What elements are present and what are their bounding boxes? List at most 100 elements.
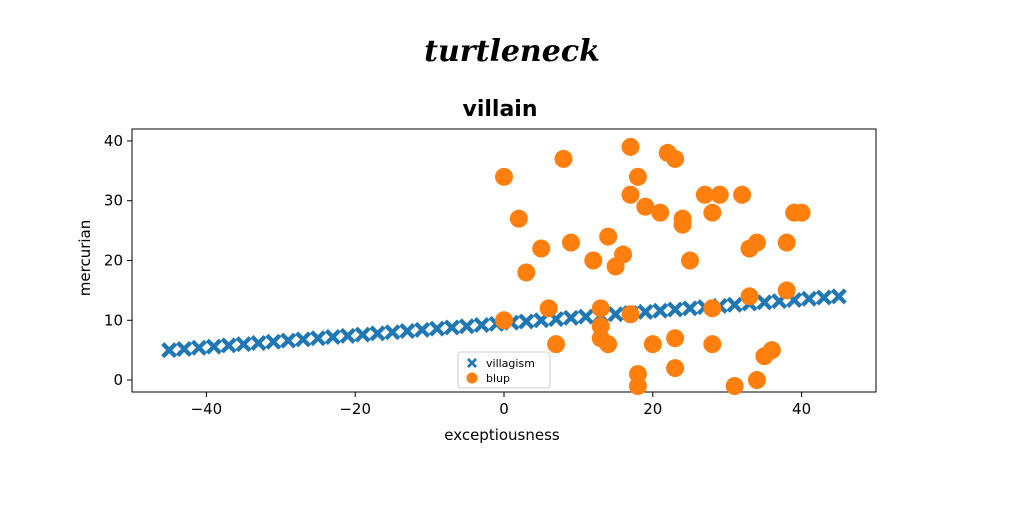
- legend-marker-villagism: [467, 358, 477, 368]
- data-point-blup: [651, 203, 670, 222]
- data-point-villagism: [161, 342, 178, 359]
- data-point-blup: [666, 149, 685, 168]
- data-point-villagism: [369, 325, 386, 342]
- tick-labels: −40 −20 0 20 40 0 10 20 30 40: [104, 132, 811, 418]
- data-point-blup: [591, 299, 610, 318]
- data-point-blup: [747, 371, 766, 390]
- data-point-blup: [532, 239, 551, 258]
- legend-label-blup: blup: [486, 372, 510, 385]
- data-point-villagism: [726, 296, 743, 313]
- data-point-villagism: [399, 323, 416, 340]
- data-point-villagism: [682, 300, 698, 317]
- data-point-villagism: [607, 306, 624, 323]
- data-point-villagism: [339, 327, 356, 344]
- data-point-blup: [673, 215, 692, 234]
- data-point-blup: [777, 281, 796, 300]
- data-point-villagism: [310, 330, 326, 347]
- x-tick-label: 0: [499, 400, 509, 418]
- data-point-blup: [509, 209, 528, 228]
- data-point-villagism: [562, 309, 579, 326]
- data-point-blup: [584, 251, 603, 270]
- data-point-blup: [777, 233, 796, 252]
- data-point-villagism: [324, 329, 341, 346]
- data-point-villagism: [667, 301, 684, 318]
- data-point-blup: [747, 233, 766, 252]
- y-tick-label: 10: [104, 311, 123, 329]
- chart-title: villain: [462, 97, 537, 122]
- data-point-blup: [740, 287, 759, 306]
- data-point-villagism: [295, 331, 312, 348]
- data-point-blup: [621, 137, 640, 156]
- x-tick-label: 40: [792, 400, 811, 418]
- data-point-blup: [792, 203, 811, 222]
- y-axis-label: mercurian: [76, 220, 94, 296]
- data-point-blup: [621, 185, 640, 204]
- data-point-blup: [628, 167, 647, 186]
- data-point-blup: [539, 299, 558, 318]
- data-point-blup: [725, 377, 744, 396]
- data-point-blup: [710, 185, 729, 204]
- data-point-villagism: [414, 321, 431, 338]
- y-tick-label: 0: [113, 371, 123, 389]
- data-point-blup: [703, 203, 722, 222]
- data-point-blup: [643, 335, 662, 354]
- data-point-villagism: [220, 337, 237, 354]
- series-blup: [495, 137, 811, 396]
- data-point-villagism: [250, 334, 267, 351]
- data-point-blup: [681, 251, 699, 270]
- data-point-blup: [628, 377, 647, 396]
- data-point-villagism: [830, 288, 847, 305]
- legend-box: [457, 351, 551, 389]
- data-point-villagism: [801, 290, 818, 307]
- data-point-villagism: [652, 302, 669, 319]
- data-point-villagism: [429, 320, 446, 337]
- data-point-villagism: [384, 324, 401, 341]
- data-point-blup: [599, 335, 618, 354]
- data-point-villagism: [235, 336, 252, 353]
- data-point-villagism: [458, 318, 475, 335]
- legend-marker-blup: [466, 372, 478, 384]
- data-point-blup: [762, 341, 781, 360]
- data-point-blup: [621, 305, 640, 324]
- data-point-villagism: [577, 308, 594, 325]
- data-point-blup: [636, 197, 655, 216]
- y-tick-label: 40: [104, 132, 123, 150]
- data-point-blup: [733, 185, 752, 204]
- data-point-villagism: [443, 319, 460, 336]
- data-point-villagism: [354, 326, 371, 343]
- data-point-blup: [695, 185, 714, 204]
- y-tick-label: 20: [104, 252, 123, 270]
- data-point-blup: [599, 227, 618, 246]
- data-point-blup: [666, 329, 685, 348]
- x-tick-label: −40: [191, 400, 223, 418]
- axes-frame: [127, 128, 877, 397]
- data-point-villagism: [190, 339, 207, 356]
- data-point-villagism: [176, 340, 193, 357]
- legend-label-villagism: villagism: [486, 357, 535, 370]
- data-point-villagism: [815, 289, 832, 306]
- data-point-villagism: [518, 313, 535, 330]
- data-point-villagism: [280, 332, 297, 349]
- data-point-blup: [703, 299, 722, 318]
- figure-suptitle: turtleneck: [424, 34, 600, 69]
- data-point-blup: [703, 335, 722, 354]
- data-point-blup: [517, 263, 536, 282]
- data-point-villagism: [637, 303, 654, 320]
- data-point-villagism: [265, 333, 282, 350]
- data-point-villagism: [756, 294, 773, 311]
- x-axis-label: exceptiousness: [444, 426, 560, 444]
- data-point-blup: [614, 245, 633, 264]
- data-point-blup: [561, 233, 580, 252]
- data-point-villagism: [205, 338, 222, 355]
- data-point-blup: [666, 359, 685, 378]
- x-tick-label: −20: [339, 400, 371, 418]
- x-tick-label: 20: [643, 400, 662, 418]
- legend: villagism blup: [457, 351, 551, 389]
- data-point-blup: [554, 149, 573, 168]
- data-point-blup: [547, 335, 566, 354]
- data-point-blup: [495, 167, 513, 186]
- data-point-villagism: [473, 317, 490, 334]
- plot-area: [161, 137, 847, 396]
- y-tick-label: 30: [104, 192, 123, 210]
